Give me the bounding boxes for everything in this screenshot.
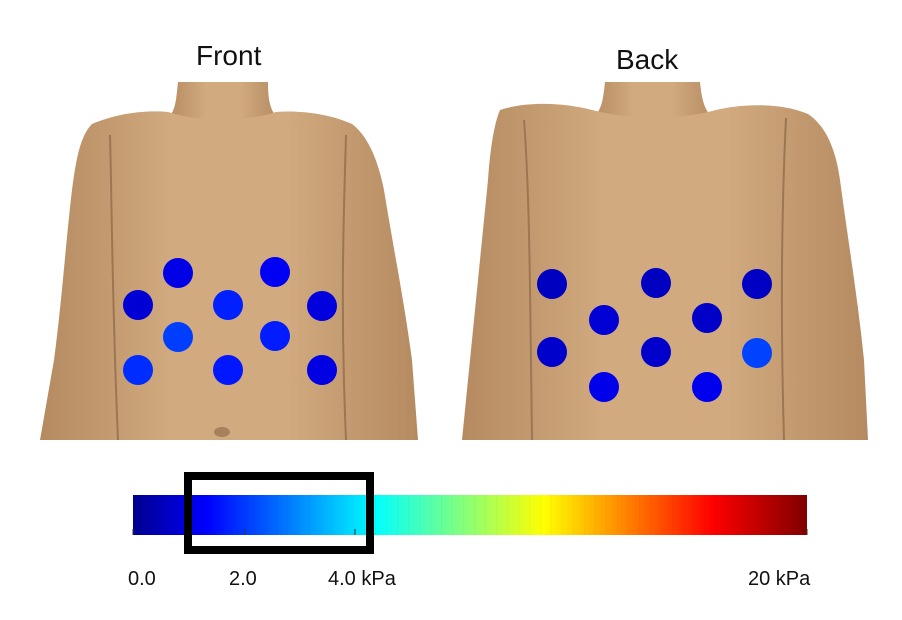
back-sensor-8 xyxy=(742,338,772,368)
front-sensor-1 xyxy=(163,258,193,288)
front-sensor-9 xyxy=(213,355,243,385)
front-sensor-8 xyxy=(123,355,153,385)
front-right-arm-gap xyxy=(341,134,347,441)
front-navel xyxy=(214,427,230,437)
back-sensor-6 xyxy=(537,337,567,367)
back-neck xyxy=(590,82,716,120)
front-sensor-2 xyxy=(260,257,290,287)
back-sensor-1 xyxy=(537,269,567,299)
front-sensor-3 xyxy=(123,290,153,320)
front-neck xyxy=(166,82,280,120)
back-left-arm-gap xyxy=(523,119,533,441)
front-body xyxy=(40,111,418,440)
tick-label-0: 0.0 xyxy=(128,568,156,590)
front-sensor-4 xyxy=(213,290,243,320)
back-sensor-7 xyxy=(641,337,671,367)
back-sensor-group xyxy=(537,268,772,402)
front-panel-title: Front xyxy=(196,40,262,71)
tick-label-20: 20 kPa xyxy=(748,568,811,590)
pressure-colorbar xyxy=(132,472,808,554)
front-left-arm-gap xyxy=(109,134,119,441)
back-sensor-5 xyxy=(692,303,722,333)
front-sensor-group xyxy=(123,257,337,385)
back-sensor-10 xyxy=(692,372,722,402)
highlight-range-box xyxy=(184,472,374,554)
front-sensor-6 xyxy=(163,322,193,352)
tick-label-4: 4.0 kPa xyxy=(328,568,396,590)
back-sensor-3 xyxy=(742,269,772,299)
back-sensor-9 xyxy=(589,372,619,402)
back-mannequin-torso xyxy=(462,82,868,441)
back-right-arm-gap xyxy=(780,117,787,441)
back-panel-title: Back xyxy=(616,44,679,75)
front-sensor-7 xyxy=(260,321,290,351)
back-sensor-2 xyxy=(641,268,671,298)
back-sensor-4 xyxy=(589,305,619,335)
front-mannequin-torso xyxy=(40,82,418,441)
colorbar-ticks xyxy=(132,529,808,535)
tick-label-2: 2.0 xyxy=(229,568,257,590)
front-sensor-10 xyxy=(307,355,337,385)
front-sensor-5 xyxy=(307,291,337,321)
colorbar-segment-lines xyxy=(133,495,807,535)
